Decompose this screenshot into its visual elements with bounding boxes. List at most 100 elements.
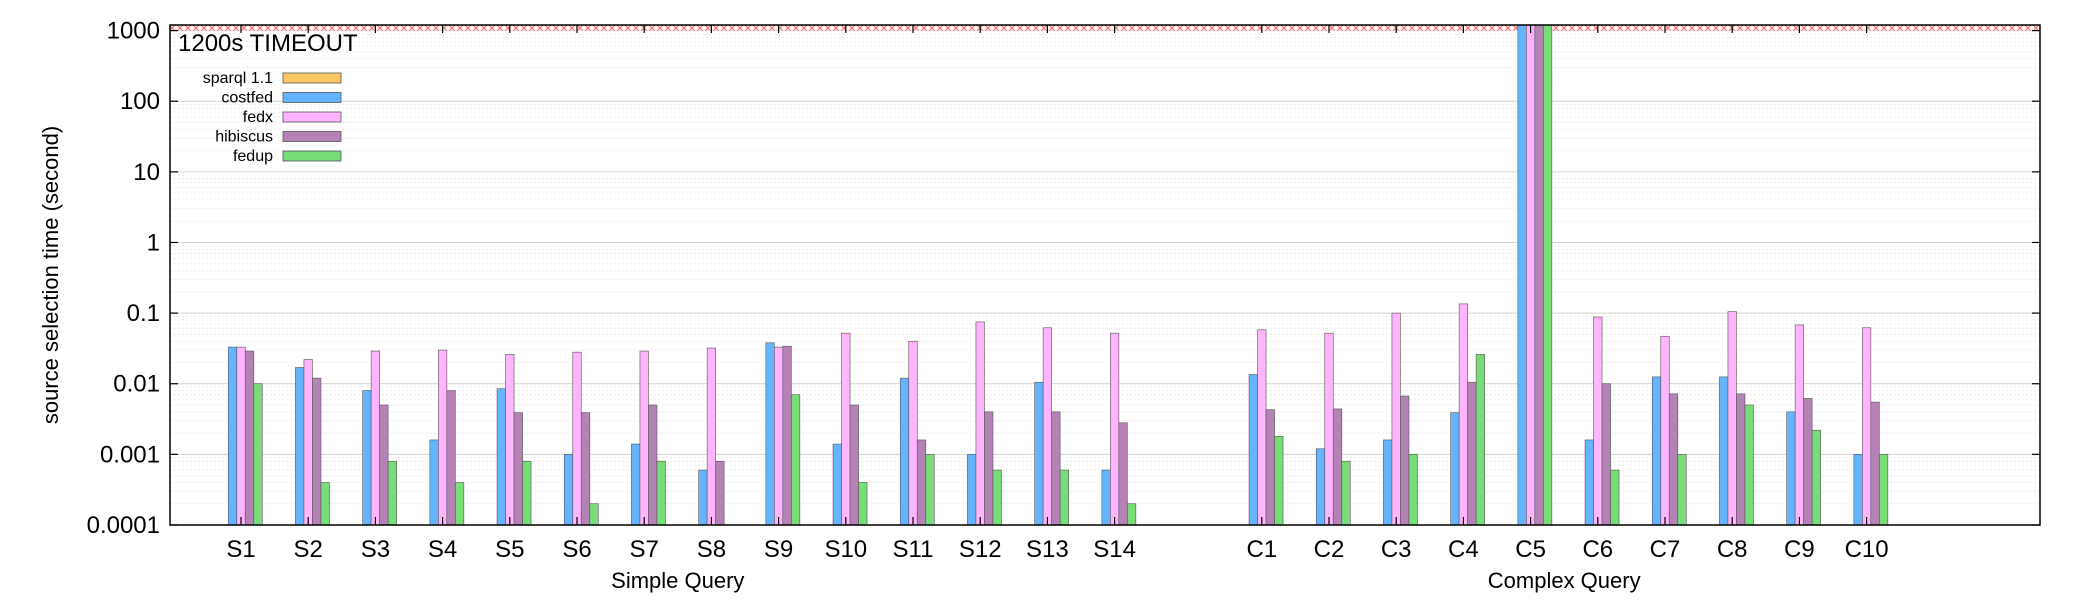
bar (1274, 436, 1284, 526)
legend-swatch (282, 72, 342, 84)
legend-label: hibiscus (215, 129, 273, 146)
x-tick-label: C7 (1650, 536, 1681, 563)
bar (1786, 411, 1796, 526)
legend-swatch (282, 150, 342, 162)
x-axis: S1 S2 S3 S4 S5 S6 S7 S8 S9 S10 S11 S12 S13 S14 C1 C2 C3 C… (226, 25, 1889, 563)
bar (1450, 412, 1460, 526)
bar (916, 439, 927, 526)
bar (522, 460, 532, 526)
bar (782, 345, 792, 526)
timeout-label: 1200s TIMEOUT (178, 30, 358, 57)
x-tick-label: C9 (1784, 536, 1815, 563)
bars (227, 24, 1889, 526)
bar (1660, 335, 1670, 526)
bar (1127, 503, 1137, 526)
bar (1811, 429, 1821, 526)
x-tick-label: S12 (959, 536, 1002, 563)
group-label: Simple Query (611, 568, 744, 593)
bar (295, 367, 305, 526)
bar (1610, 469, 1620, 526)
x-tick-label: S14 (1093, 536, 1136, 563)
bar (1534, 24, 1544, 526)
bar (706, 347, 716, 526)
x-tick-label: S4 (428, 536, 457, 563)
bar (1265, 409, 1275, 526)
bar (1315, 448, 1326, 526)
legend-label: sparql 1.1 (203, 70, 273, 87)
bar (648, 404, 658, 526)
x-tick-label: C8 (1717, 536, 1748, 563)
bar (975, 321, 985, 526)
bar (984, 411, 994, 526)
bar (1526, 24, 1536, 526)
bar (1727, 311, 1737, 526)
bar (1257, 329, 1267, 526)
bar (1601, 383, 1611, 526)
bar (849, 404, 859, 526)
legend: sparql 1.1 costfed fedx hibiscus fedup (203, 70, 342, 165)
bar (1517, 24, 1527, 526)
bar (656, 460, 666, 526)
x-tick-label: S13 (1026, 536, 1069, 563)
legend-label: costfed (221, 90, 273, 107)
y-tick-label: 0.01 (113, 371, 160, 398)
bar (1584, 439, 1594, 526)
legend-label: fedup (233, 148, 273, 165)
bar (1862, 327, 1872, 526)
bar (1101, 469, 1111, 526)
bar (698, 469, 708, 526)
x-tick-label: S9 (764, 536, 793, 563)
bar (1879, 454, 1889, 526)
bar (387, 460, 397, 526)
bar (362, 390, 372, 526)
bar (1458, 303, 1468, 526)
bar (303, 359, 313, 526)
x-tick-label: S3 (361, 536, 390, 563)
bar (312, 377, 322, 526)
x-tick-label: S10 (824, 536, 867, 563)
group-labels: Simple Query Complex Query (611, 568, 1640, 593)
grid (170, 30, 2040, 526)
x-tick-label: C4 (1448, 536, 1479, 563)
x-tick-label: S11 (893, 536, 934, 563)
x-tick-label: S5 (495, 536, 524, 563)
bar (1593, 316, 1603, 526)
bar (1248, 374, 1258, 526)
y-tick-label: 1 (147, 229, 160, 256)
bar (505, 354, 515, 526)
bar (1677, 454, 1687, 526)
bar (899, 377, 910, 526)
legend-swatch (282, 111, 342, 123)
bar (572, 351, 582, 526)
x-tick-label: S2 (294, 536, 323, 563)
y-axis-title: source selection time (second) (38, 126, 63, 424)
bar (438, 349, 448, 526)
bar (1042, 327, 1052, 526)
bar (1719, 376, 1729, 526)
bar (1118, 422, 1128, 526)
bar (774, 346, 784, 526)
x-tick-label: C1 (1246, 536, 1277, 563)
bar (992, 469, 1002, 526)
bar (925, 454, 935, 526)
bar (1383, 439, 1393, 526)
bar (1332, 408, 1343, 526)
bar (1803, 398, 1813, 526)
y-axis: 0.0001 0.001 0.01 0.1 1 10 100 1000 (87, 18, 2040, 539)
x-tick-label: C6 (1582, 536, 1613, 563)
bar (1324, 332, 1334, 526)
group-label: Complex Query (1488, 568, 1641, 593)
y-tick-label: 0.0001 (87, 512, 160, 539)
bar (244, 350, 255, 526)
bar (1853, 454, 1863, 526)
bar (513, 412, 523, 526)
bar (841, 332, 851, 526)
bar (370, 350, 380, 526)
bar (1110, 332, 1120, 526)
bar (1736, 393, 1746, 526)
x-tick-label: S7 (630, 536, 659, 563)
bar (639, 350, 649, 526)
x-tick-label: C3 (1381, 536, 1412, 563)
bar (580, 412, 591, 526)
timeout-region (170, 25, 2040, 31)
